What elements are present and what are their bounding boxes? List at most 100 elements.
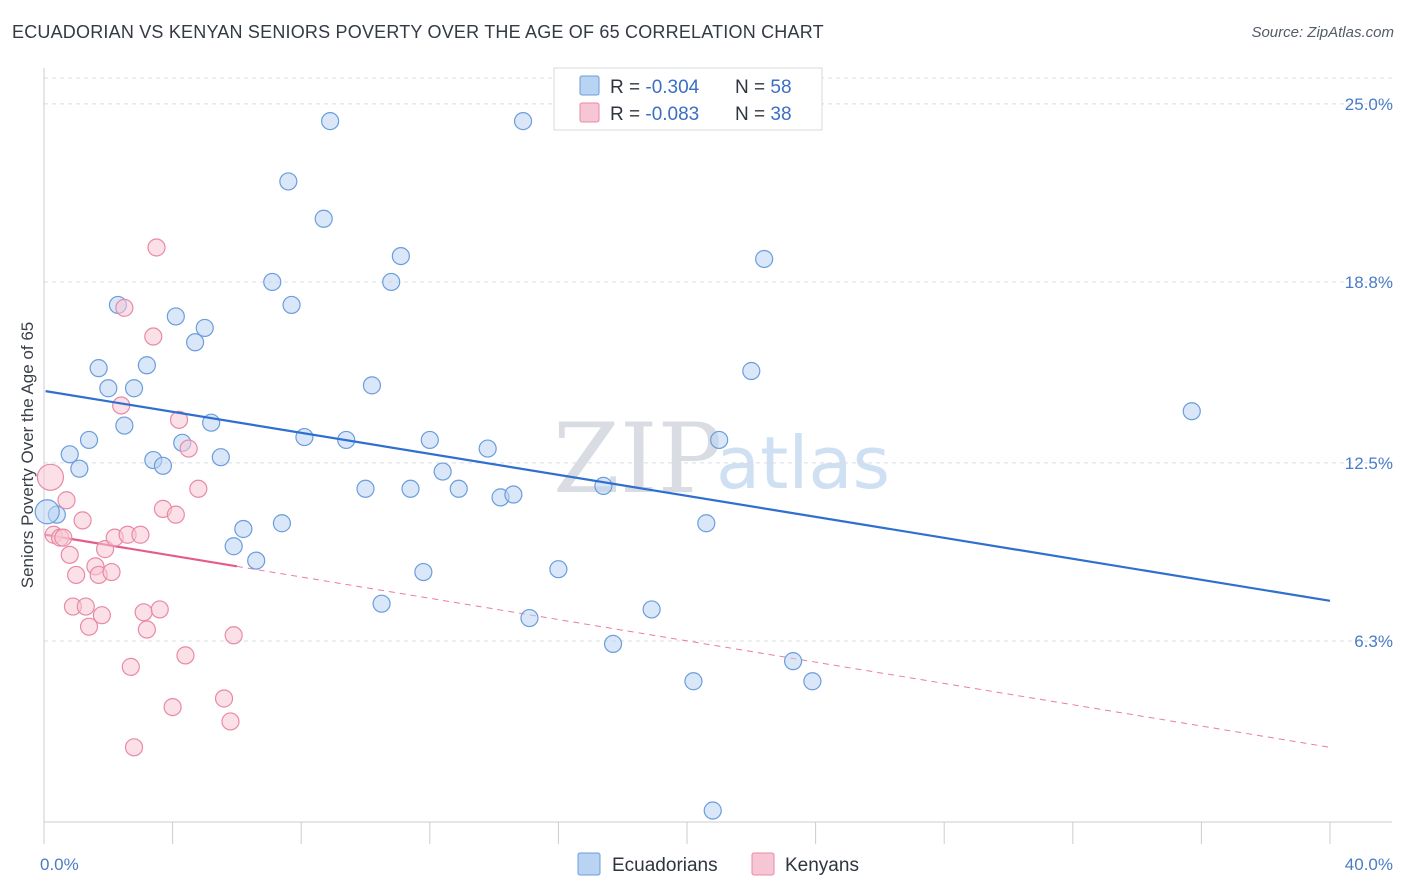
kenyan-point bbox=[179, 439, 198, 458]
kenyan-point bbox=[79, 617, 99, 636]
legend-swatch-kenyans bbox=[579, 102, 600, 123]
kenyan-point bbox=[221, 712, 240, 731]
legend-n-label: N = bbox=[735, 77, 770, 98]
kenyan-point bbox=[54, 528, 73, 547]
legend-swatch-kenyans bbox=[751, 852, 775, 876]
legend-n-row-ecuadorians: N = 58 bbox=[735, 77, 792, 98]
legend-r-label: R = bbox=[610, 77, 645, 98]
legend-r-label: R = bbox=[610, 104, 645, 125]
ecuadorian-point bbox=[703, 801, 722, 820]
ecuadorian-point bbox=[115, 416, 134, 435]
ecuadorian-point bbox=[70, 459, 89, 478]
kenyan-point bbox=[131, 525, 150, 544]
kenyan-point bbox=[102, 562, 121, 582]
ecuadorian-point bbox=[124, 379, 144, 398]
ecuadorian-point bbox=[478, 439, 497, 458]
kenyan-point bbox=[121, 657, 140, 676]
ecuadorian-point bbox=[60, 445, 79, 464]
legend-r-row-ecuadorians: R = -0.304 bbox=[610, 77, 700, 98]
ecuadorian-point bbox=[433, 462, 452, 481]
x-tick-label: 40.0% bbox=[1345, 855, 1393, 874]
y-tick-label: 12.5% bbox=[1345, 454, 1393, 473]
kenyan-point bbox=[124, 738, 144, 757]
ecuadorian-point bbox=[504, 485, 523, 504]
ecuadorian-point bbox=[742, 361, 761, 381]
legend-swatch-ecuadorians bbox=[577, 852, 601, 876]
kenyan-point bbox=[189, 479, 208, 498]
kenyan-trend-extension bbox=[236, 565, 1331, 748]
ecuadorian-point bbox=[279, 172, 298, 191]
legend-r-value: -0.083 bbox=[645, 104, 699, 125]
y-axis-label: Seniors Poverty Over the Age of 65 bbox=[18, 322, 37, 588]
ecuadorian-point bbox=[99, 379, 118, 398]
kenyan-point bbox=[147, 238, 166, 257]
ecuadorian-point bbox=[89, 359, 108, 378]
ecuadorian-point bbox=[321, 111, 340, 131]
ecuadorian-point bbox=[211, 448, 230, 467]
ecuadorian-point bbox=[1182, 402, 1201, 421]
ecuadorian-point bbox=[224, 537, 243, 556]
kenyan-point bbox=[224, 626, 243, 645]
ecuadorian-point bbox=[513, 111, 533, 131]
ecuadorian-point bbox=[382, 272, 401, 292]
kenyan-point bbox=[166, 505, 185, 524]
ecuadorian-point bbox=[272, 514, 292, 533]
ecuadorian-points bbox=[34, 111, 1201, 820]
ecuadorian-point bbox=[314, 209, 333, 228]
ecuadorian-point bbox=[449, 479, 468, 498]
ecuadorian-point bbox=[783, 652, 803, 671]
kenyan-point bbox=[57, 491, 76, 510]
kenyan-point bbox=[214, 689, 234, 708]
legend-label-kenyans: Kenyans bbox=[785, 855, 859, 876]
ecuadorian-point bbox=[414, 562, 433, 582]
y-tick-labels: 6.3% 12.5% 18.8% 25.0% bbox=[1345, 95, 1393, 651]
ecuadorian-point bbox=[362, 376, 382, 395]
legend-r-value: -0.304 bbox=[645, 77, 699, 98]
source-credit: Source: ZipAtlas.com bbox=[1251, 24, 1394, 41]
ecuadorian-point bbox=[642, 600, 661, 619]
ecuadorian-point bbox=[166, 307, 185, 326]
ecuadorian-point bbox=[137, 356, 156, 375]
ecuadorian-point bbox=[710, 430, 729, 450]
ecuadorian-point bbox=[79, 430, 99, 450]
kenyan-point bbox=[36, 463, 65, 491]
ecuadorian-point bbox=[247, 551, 266, 570]
ecuadorian-point bbox=[356, 479, 375, 498]
legend-label-ecuadorians: Ecuadorians bbox=[612, 855, 718, 876]
ecuadorian-point bbox=[234, 519, 253, 539]
ecuadorian-point bbox=[697, 514, 716, 533]
y-tick-label: 6.3% bbox=[1354, 632, 1393, 651]
ecuadorian-point bbox=[594, 476, 613, 496]
kenyan-point bbox=[144, 327, 163, 346]
ecuadorian-point bbox=[372, 594, 391, 613]
ecuadorian-trend-line bbox=[45, 390, 1331, 602]
kenyan-point bbox=[150, 600, 169, 619]
legend-n-value: 58 bbox=[770, 77, 791, 98]
kenyan-point bbox=[67, 565, 86, 585]
ecuadorian-point bbox=[420, 430, 439, 450]
axes bbox=[43, 68, 1392, 844]
x-tick-labels: 0.0% 40.0% bbox=[40, 855, 1393, 874]
kenyan-point bbox=[163, 697, 182, 717]
ecuadorian-point bbox=[549, 560, 568, 579]
ecuadorian-point bbox=[401, 479, 420, 498]
watermark: ZIP atlas bbox=[553, 403, 890, 515]
kenyan-point bbox=[176, 646, 195, 665]
ecuadorian-point bbox=[195, 318, 214, 338]
legend-r-row-kenyans: R = -0.083 bbox=[610, 104, 699, 125]
ecuadorian-point bbox=[803, 672, 822, 691]
series-legend: Ecuadorians Kenyans bbox=[577, 852, 859, 876]
kenyan-point bbox=[134, 603, 153, 622]
ecuadorian-point bbox=[295, 427, 314, 447]
kenyan-point bbox=[73, 511, 92, 530]
kenyan-point bbox=[92, 606, 111, 625]
kenyan-point bbox=[169, 410, 189, 429]
legend-n-value: 38 bbox=[770, 104, 791, 125]
ecuadorian-point bbox=[603, 634, 623, 653]
ecuadorian-point bbox=[186, 333, 205, 352]
kenyan-point bbox=[115, 298, 134, 317]
ecuadorian-point bbox=[282, 295, 301, 315]
ecuadorian-point bbox=[520, 608, 539, 628]
grid bbox=[44, 77, 1392, 642]
